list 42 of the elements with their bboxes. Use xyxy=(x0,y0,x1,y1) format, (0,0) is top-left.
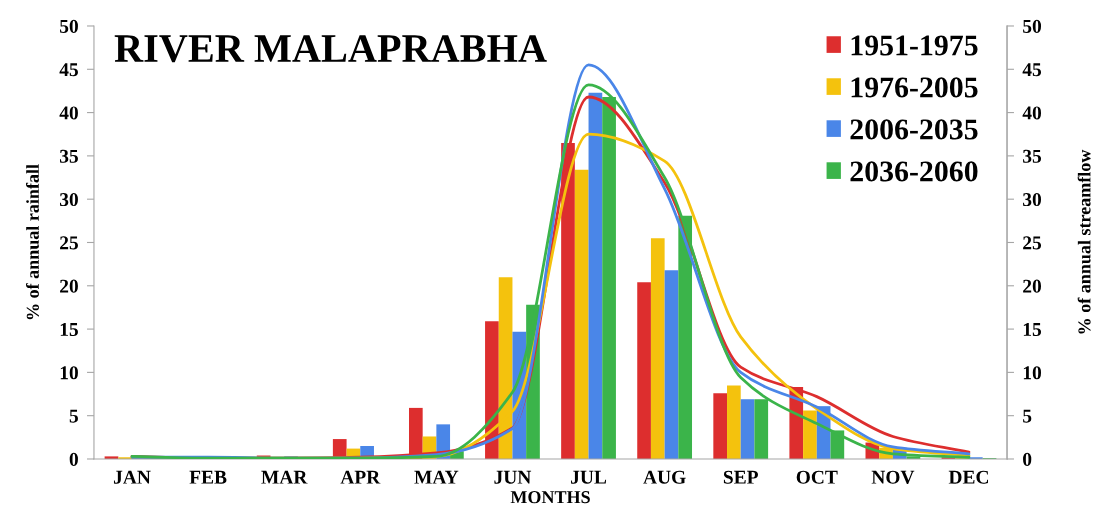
x-tick-label: JAN xyxy=(113,470,151,484)
y2-tick-label: 35 xyxy=(1023,149,1042,163)
y2-axis-title: % of annual streamflow xyxy=(1077,149,1091,334)
x-tick-label: JUL xyxy=(571,470,607,484)
y2-tick-label: 50 xyxy=(1023,19,1042,33)
y-tick-label: 40 xyxy=(59,106,78,120)
y-tick-label: 5 xyxy=(69,409,78,423)
x-tick-label: MAY xyxy=(414,470,459,484)
y-tick-label: 50 xyxy=(60,19,78,33)
y2-tick-label: 0 xyxy=(1023,452,1032,466)
chart-title: RIVER MALAPRABHA xyxy=(114,35,547,63)
y2-tick-label: 10 xyxy=(1023,366,1042,380)
y-tick-label: 35 xyxy=(59,149,78,163)
legend-label: 2036-2060 xyxy=(850,161,978,182)
legend-label: 2006-2035 xyxy=(850,119,978,140)
x-tick-label: FEB xyxy=(189,470,227,484)
y-tick-label: 0 xyxy=(69,452,78,466)
y-axis-title: % of annual rainfall xyxy=(26,164,39,320)
y2-tick-label: 20 xyxy=(1023,279,1042,293)
y2-tick-label: 25 xyxy=(1023,236,1042,250)
y-tick-label: 20 xyxy=(60,279,78,293)
y2-tick-label: 15 xyxy=(1023,323,1042,337)
x-tick-label: OCT xyxy=(796,470,838,484)
x-tick-label: DEC xyxy=(948,470,989,484)
x-tick-label: APR xyxy=(340,470,381,484)
x-tick-label: MAR xyxy=(261,470,308,484)
x-tick-label: NOV xyxy=(871,470,915,484)
x-tick-label: JUN xyxy=(494,470,532,484)
y-tick-label: 10 xyxy=(60,366,78,380)
y-tick-label: 30 xyxy=(59,193,78,207)
y2-tick-label: 30 xyxy=(1023,193,1042,207)
x-axis-title: MONTHS xyxy=(510,491,590,504)
y2-tick-label: 5 xyxy=(1023,409,1032,423)
y-tick-label: 45 xyxy=(59,63,78,77)
y2-tick-label: 45 xyxy=(1022,63,1042,77)
x-tick-label: AUG xyxy=(643,470,686,484)
legend-label: 1976-2005 xyxy=(851,77,978,98)
y-tick-label: 25 xyxy=(60,236,78,250)
y2-tick-label: 40 xyxy=(1022,106,1042,120)
x-tick-label: SEP xyxy=(723,470,758,484)
y-tick-label: 15 xyxy=(60,323,78,337)
legend-label: 1951-1975 xyxy=(851,35,978,56)
